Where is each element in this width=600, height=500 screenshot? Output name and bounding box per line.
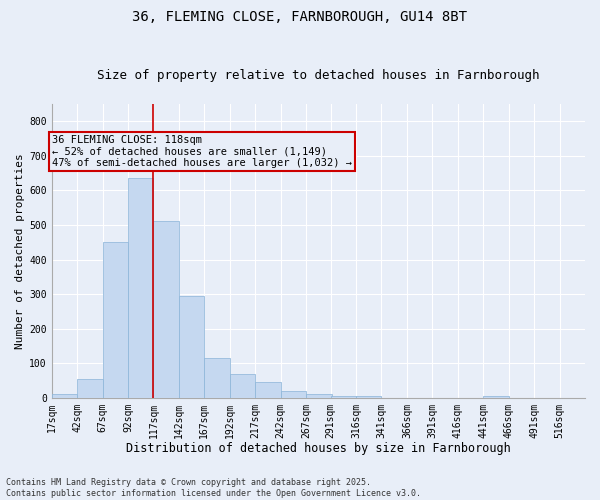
Bar bbox=[154, 222, 179, 398]
Bar bbox=[331, 396, 356, 398]
Bar bbox=[356, 396, 382, 398]
Bar bbox=[52, 394, 77, 398]
Text: Contains HM Land Registry data © Crown copyright and database right 2025.
Contai: Contains HM Land Registry data © Crown c… bbox=[6, 478, 421, 498]
Bar bbox=[205, 358, 230, 398]
X-axis label: Distribution of detached houses by size in Farnborough: Distribution of detached houses by size … bbox=[126, 442, 511, 455]
Y-axis label: Number of detached properties: Number of detached properties bbox=[15, 153, 25, 348]
Bar bbox=[483, 396, 509, 398]
Bar bbox=[179, 296, 205, 398]
Bar bbox=[306, 394, 332, 398]
Title: Size of property relative to detached houses in Farnborough: Size of property relative to detached ho… bbox=[97, 69, 539, 82]
Text: 36, FLEMING CLOSE, FARNBOROUGH, GU14 8BT: 36, FLEMING CLOSE, FARNBOROUGH, GU14 8BT bbox=[133, 10, 467, 24]
Bar bbox=[255, 382, 281, 398]
Bar bbox=[128, 178, 154, 398]
Bar bbox=[281, 391, 306, 398]
Text: 36 FLEMING CLOSE: 118sqm
← 52% of detached houses are smaller (1,149)
47% of sem: 36 FLEMING CLOSE: 118sqm ← 52% of detach… bbox=[52, 135, 352, 168]
Bar bbox=[103, 242, 128, 398]
Bar bbox=[230, 374, 255, 398]
Bar bbox=[77, 378, 103, 398]
